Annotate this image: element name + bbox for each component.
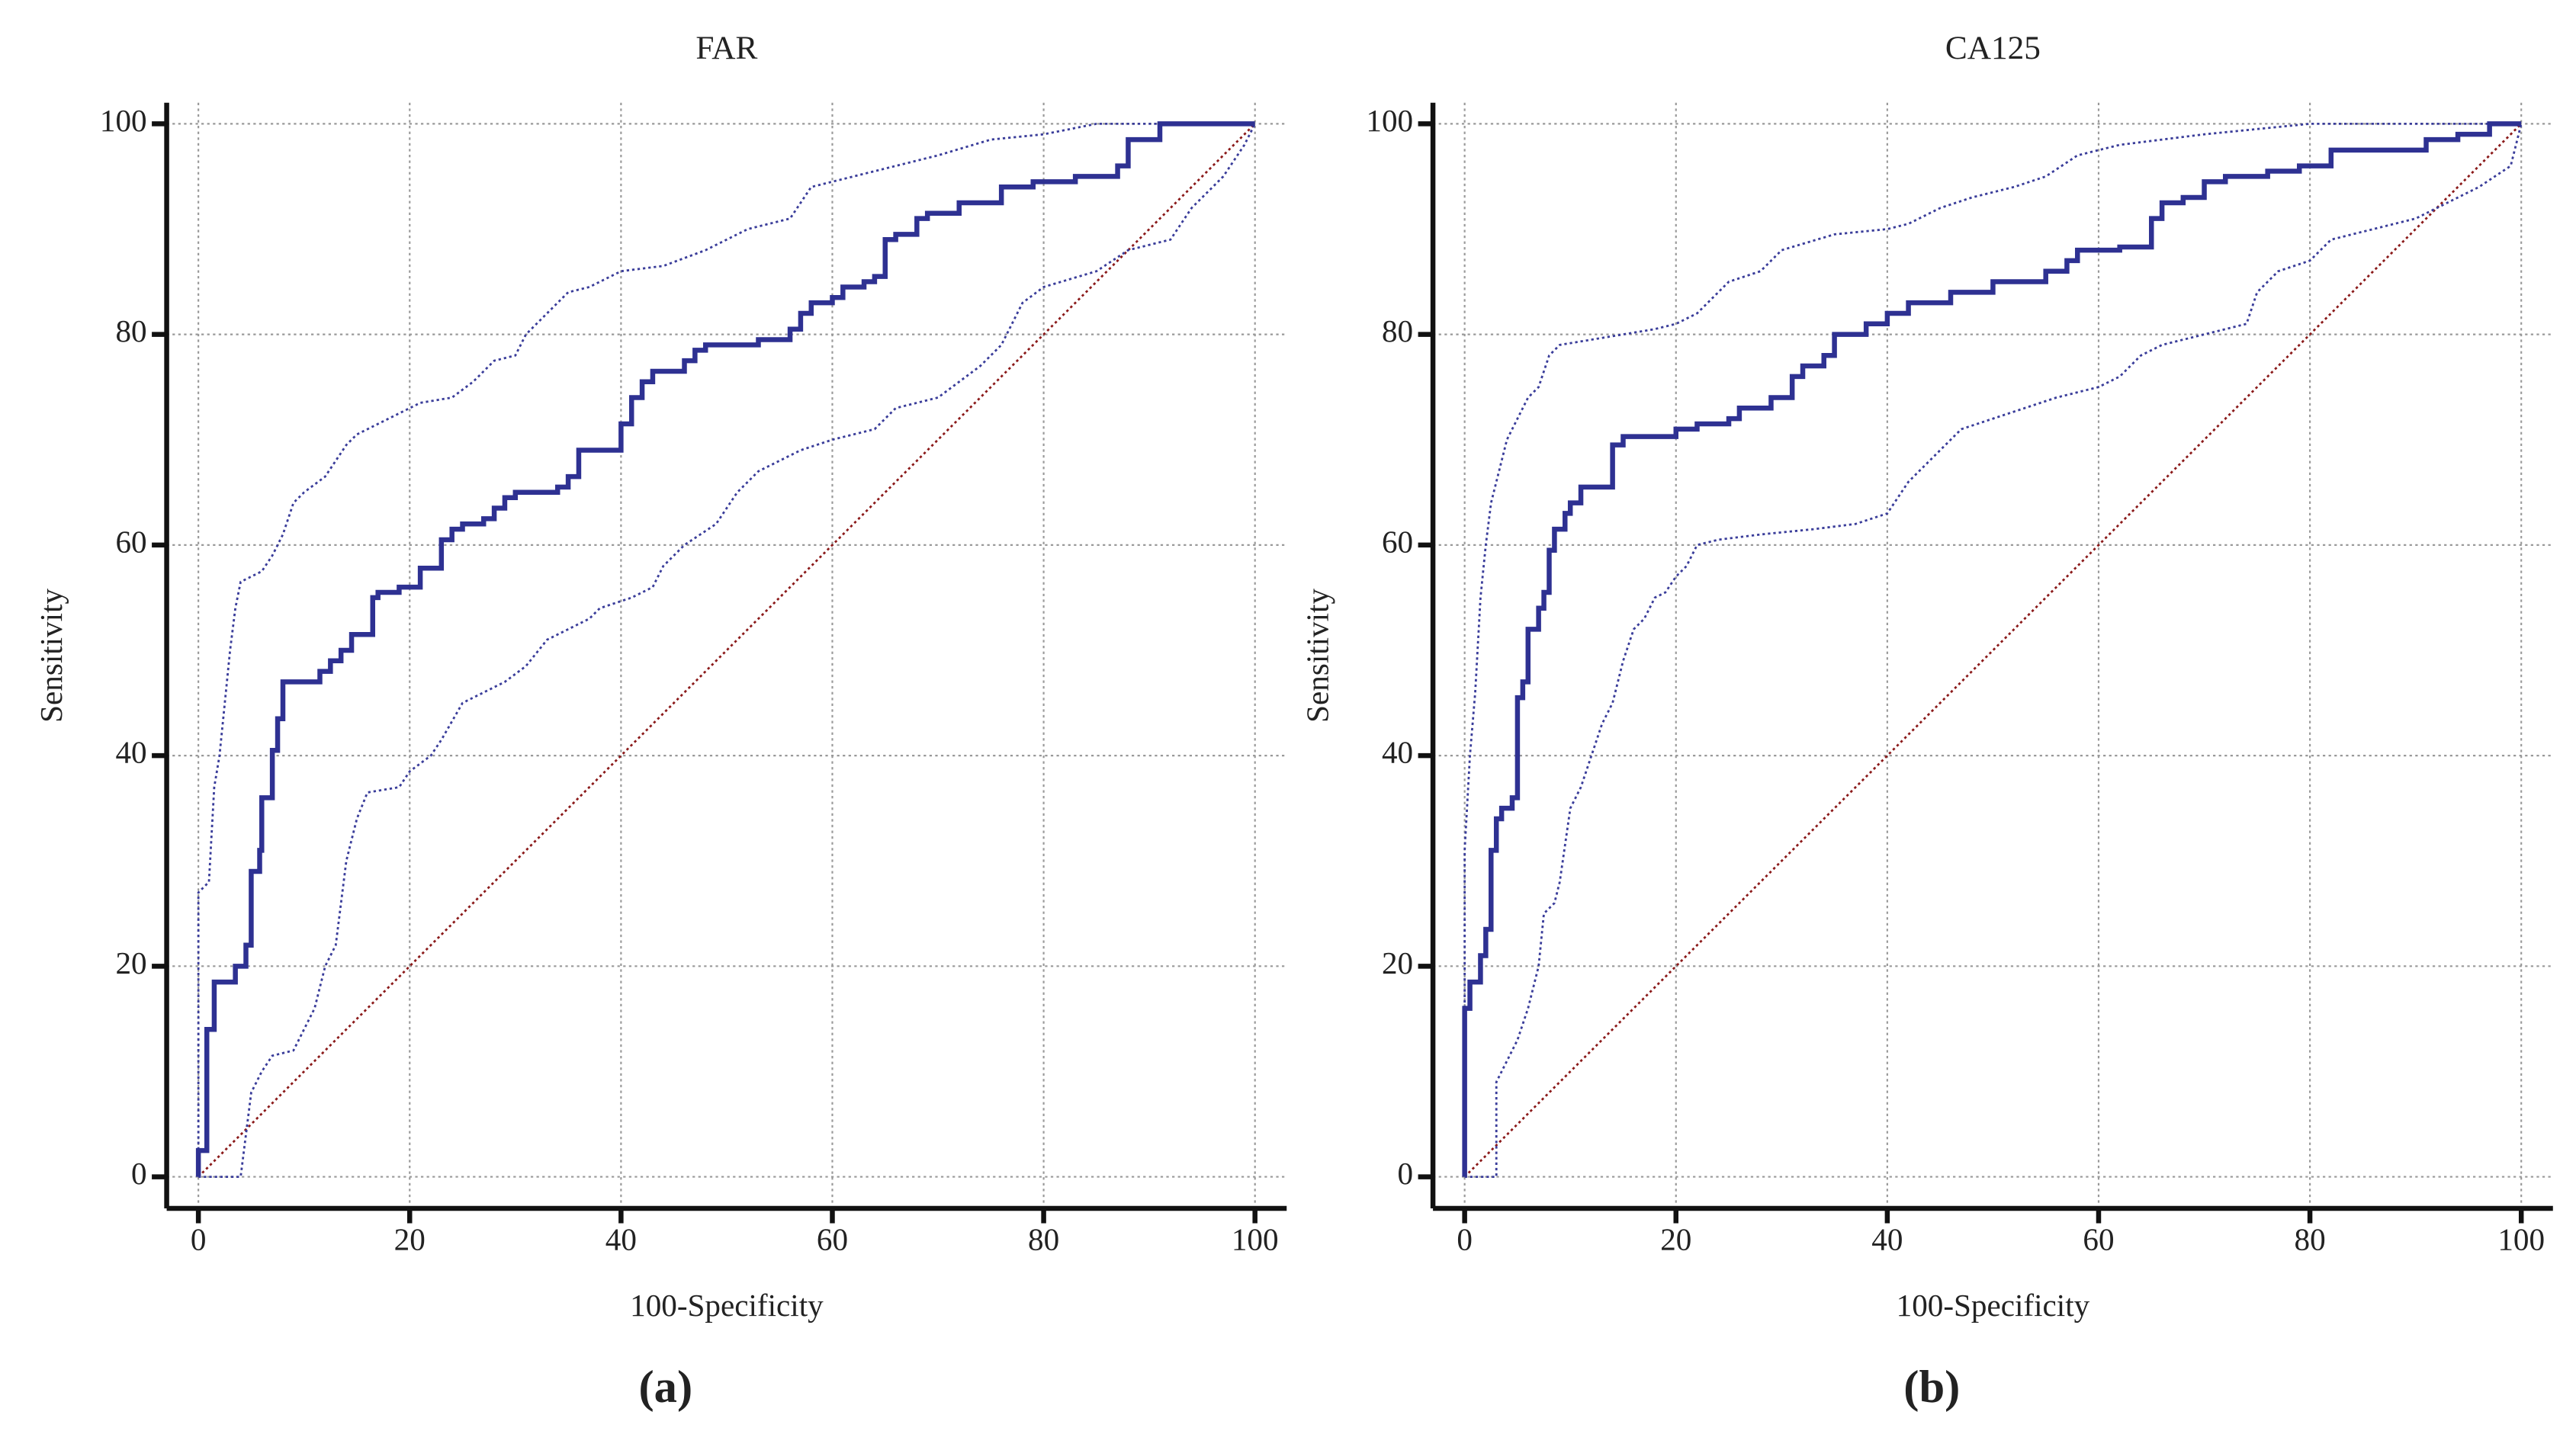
y-axis-label: Sensitivity	[1300, 588, 1335, 722]
x-tick-label: 80	[2295, 1222, 2326, 1257]
dotted-line	[1464, 124, 2523, 1179]
x-tick-label: 100	[1232, 1222, 1279, 1257]
y-tick-label: 100	[100, 103, 147, 138]
chart-title: FAR	[695, 30, 757, 66]
y-tick-label: 80	[1382, 313, 1413, 348]
x-tick-label: 60	[817, 1222, 848, 1257]
chart-title: CA125	[1945, 30, 2041, 66]
y-tick-label: 0	[131, 1156, 147, 1191]
y-axis-label: Sensitivity	[34, 588, 69, 722]
x-tick-label: 40	[605, 1222, 637, 1257]
x-tick-label: 20	[394, 1222, 426, 1257]
dotted-line	[1463, 122, 2522, 1177]
y-tick-label: 20	[115, 945, 146, 980]
y-tick-label: 20	[1382, 945, 1413, 980]
y-tick-label: 60	[115, 524, 146, 559]
x-tick-label: 60	[2083, 1222, 2114, 1257]
x-tick-label: 40	[1871, 1222, 1903, 1257]
x-axis-label: 100-Specificity	[630, 1288, 824, 1323]
y-tick-label: 100	[1366, 103, 1413, 138]
x-tick-label: 100	[2497, 1222, 2545, 1257]
y-tick-label: 60	[1382, 524, 1413, 559]
dotted-line	[197, 122, 1255, 1177]
dotted-line	[1463, 123, 2523, 1178]
x-axis-label: 100-Specificity	[1897, 1288, 2090, 1323]
roc-curve	[195, 121, 1255, 1177]
dotted-line	[198, 123, 1256, 1179]
y-tick-label: 40	[1382, 735, 1413, 770]
roc-curve	[1462, 121, 2522, 1177]
x-tick-label: 0	[1457, 1222, 1473, 1257]
y-tick-label: 40	[115, 735, 146, 770]
x-tick-label: 0	[191, 1222, 207, 1257]
x-tick-label: 80	[1028, 1222, 1059, 1257]
panel-label: (a)	[638, 1362, 692, 1413]
dotted-line	[198, 123, 1256, 1178]
x-tick-label: 20	[1660, 1222, 1691, 1257]
y-tick-label: 80	[115, 313, 146, 348]
y-tick-label: 0	[1398, 1156, 1414, 1191]
panel-label: (b)	[1903, 1362, 1960, 1413]
